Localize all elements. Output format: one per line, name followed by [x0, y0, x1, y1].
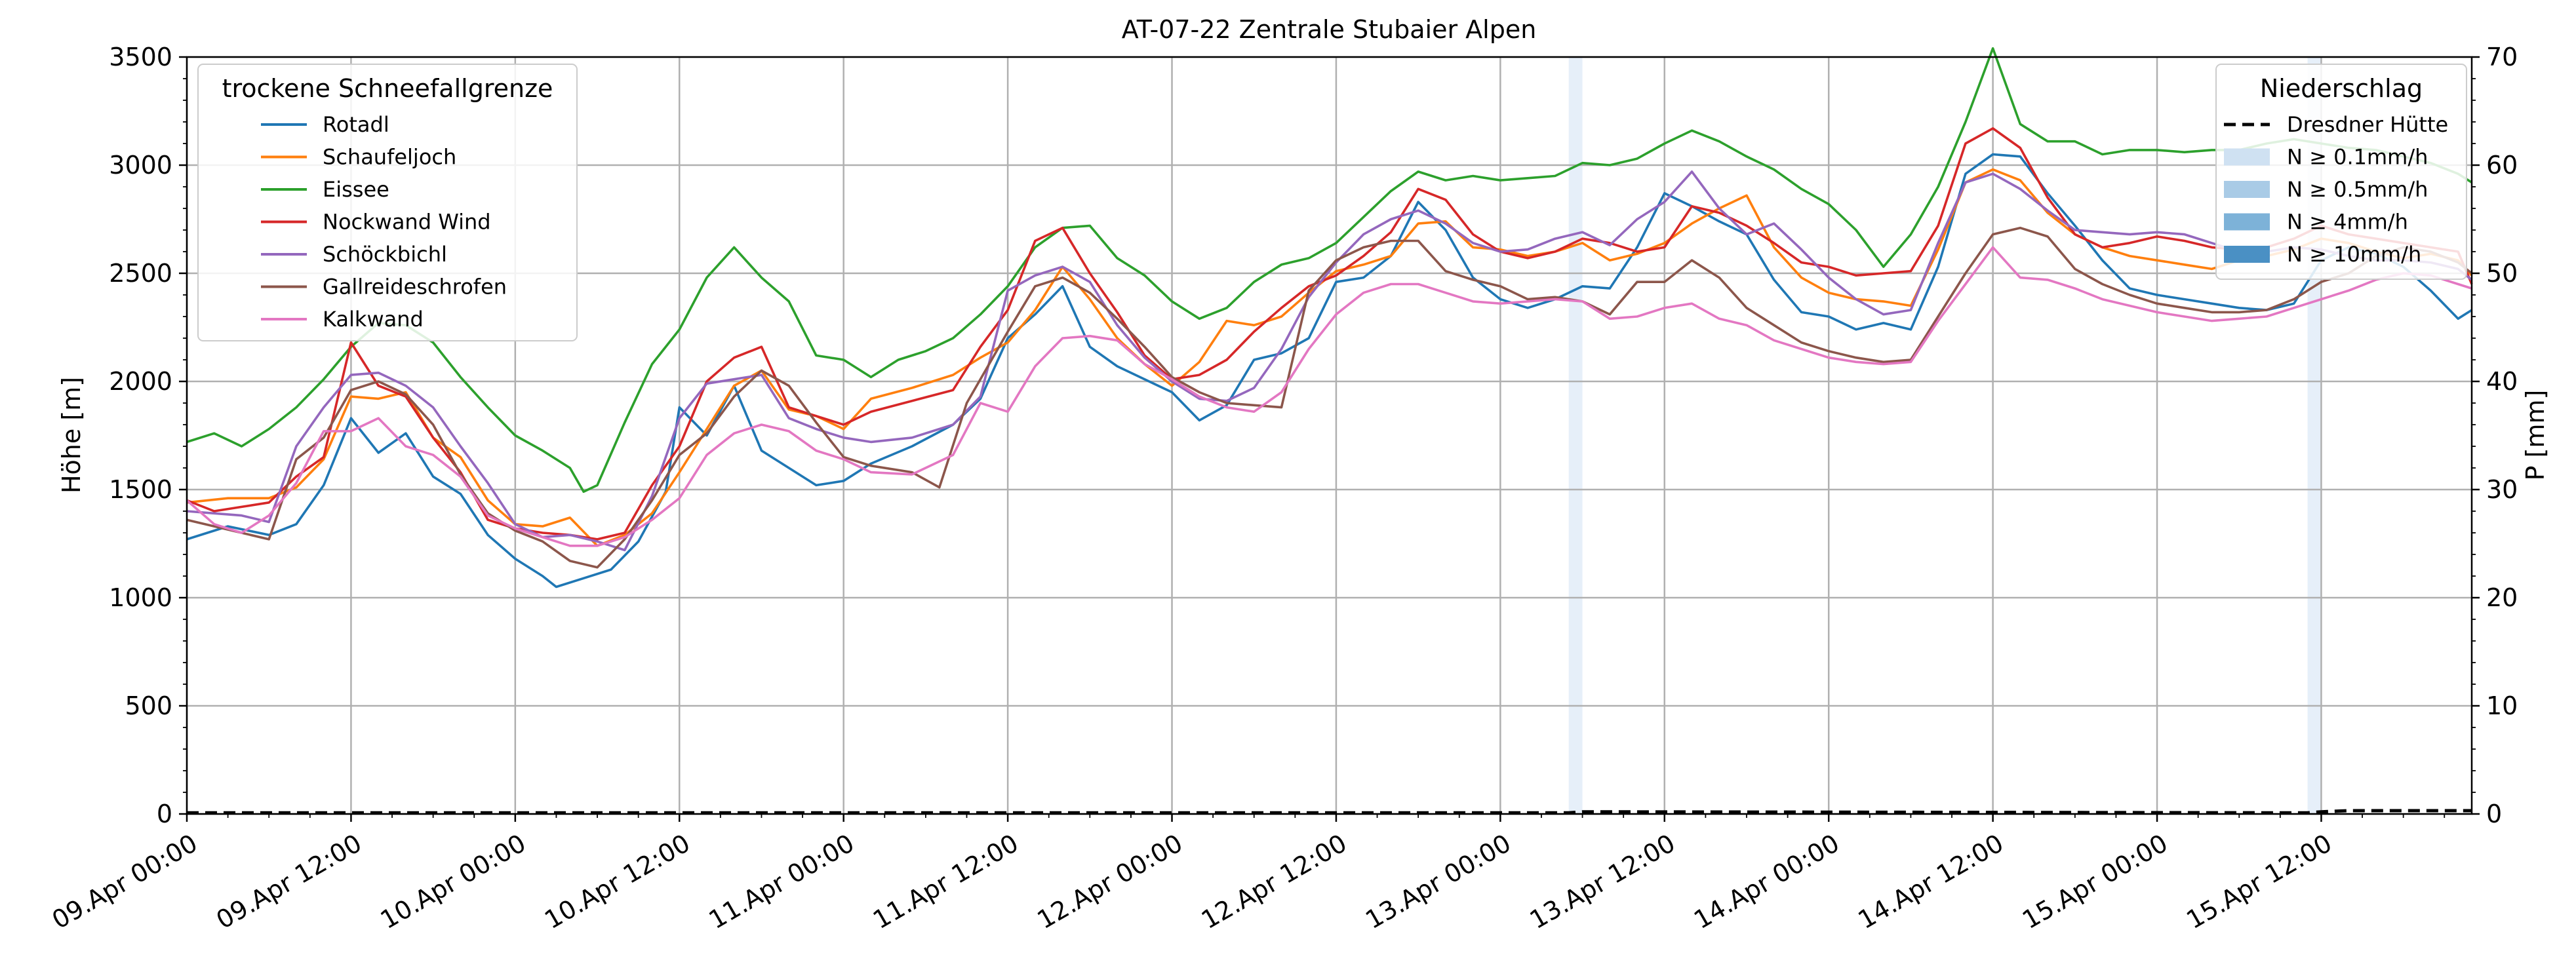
y-tick-label: 2000 — [109, 367, 172, 396]
plot-frame — [186, 56, 2473, 815]
series-lines — [186, 47, 2473, 589]
y-tick-label: 0 — [157, 800, 172, 828]
x-tick-label: 09.Apr 00:00 — [47, 828, 203, 935]
legend-left: trockene Schneefallgrenze Rotadl Schaufel… — [197, 64, 578, 341]
x-tick-label: 15.Apr 12:00 — [2181, 828, 2337, 935]
series-line — [186, 226, 2473, 569]
legend-right-label: N ≥ 10mm/h — [2287, 242, 2421, 267]
legend-right-items: Dresdner Hütte N ≥ 0.1mm/h N ≥ 0.5mm/h N ≥ … — [2224, 112, 2448, 267]
y-tick-label: 3000 — [109, 151, 172, 180]
legend-left-label: Gallreideschrofen — [323, 275, 507, 299]
x-tick-label: 13.Apr 00:00 — [1360, 828, 1516, 935]
x-tick-label: 12.Apr 00:00 — [1032, 828, 1187, 935]
legend-left-label: Rotadl — [323, 112, 389, 137]
legend-left-title: trockene Schneefallgrenze — [222, 74, 553, 103]
y-tick-label: 500 — [125, 691, 172, 720]
legend-right-label: N ≥ 4mm/h — [2287, 210, 2408, 235]
y2-tick-label: 0 — [2486, 800, 2502, 828]
legend-left-label: Schaufeljoch — [323, 145, 456, 170]
legend-right-label: Dresdner Hütte — [2287, 112, 2448, 137]
x-tick-label: 10.Apr 00:00 — [376, 828, 531, 935]
series-line — [186, 47, 2472, 493]
y2-tick-label: 30 — [2486, 475, 2518, 504]
legend-left-label: Schöckbichl — [323, 242, 447, 267]
legend-left-box — [197, 64, 578, 341]
legend-left-items: Rotadl Schaufeljoch Eissee Nockwand Wind Sch… — [261, 112, 507, 332]
y-tick-label: 2500 — [109, 259, 172, 288]
precip-line — [187, 809, 2472, 815]
legend-right-label: N ≥ 0.5mm/h — [2287, 177, 2428, 202]
y2-tick-label: 50 — [2486, 259, 2518, 288]
x-tick-label: 13.Apr 12:00 — [1525, 828, 1680, 935]
chart-title: AT-07-22 Zentrale Stubaier Alpen — [1122, 15, 1537, 44]
y2-tick-label: 60 — [2486, 151, 2518, 180]
legend-right-title: Niederschlag — [2260, 74, 2423, 103]
series-line — [186, 246, 2472, 547]
series-line — [186, 170, 2473, 552]
x-tick-label: 15.Apr 00:00 — [2017, 828, 2173, 935]
precip-line-path — [187, 809, 2472, 815]
legend-right-swatch — [2224, 148, 2270, 166]
x-tick-label: 14.Apr 00:00 — [1689, 828, 1844, 935]
y2-tick-label: 40 — [2486, 367, 2518, 396]
precip-band — [1568, 57, 1583, 814]
x-tick-label: 11.Apr 00:00 — [704, 828, 860, 935]
y2-tick-label: 70 — [2486, 43, 2518, 71]
x-tick-label: 10.Apr 12:00 — [540, 828, 695, 935]
y2-tick-label: 20 — [2486, 583, 2518, 612]
y-axis-label: Höhe [m] — [57, 377, 86, 493]
series-line — [186, 168, 2473, 547]
legend-left-label: Kalkwand — [323, 307, 424, 332]
legend-right-swatch — [2224, 246, 2270, 263]
y-tick-label: 3500 — [109, 43, 172, 71]
legend-right: Niederschlag Dresdner Hütte N ≥ 0.1mm/h N … — [2215, 64, 2467, 280]
legend-right-box — [2215, 64, 2467, 280]
legend-right-swatch — [2224, 181, 2270, 198]
x-tick-label: 12.Apr 12:00 — [1197, 828, 1352, 935]
legend-left-label: Nockwand Wind — [323, 210, 491, 235]
series-line — [186, 153, 2472, 589]
legend-left-label: Eissee — [323, 177, 389, 202]
y-tick-label: 1000 — [109, 583, 172, 612]
y-tick-label: 1500 — [109, 475, 172, 504]
x-tick-label: 11.Apr 12:00 — [868, 828, 1023, 935]
y2-tick-label: 10 — [2486, 691, 2518, 720]
x-tick-label: 09.Apr 12:00 — [211, 828, 367, 935]
legend-right-label: N ≥ 0.1mm/h — [2287, 145, 2428, 170]
x-tick-label: 14.Apr 12:00 — [1853, 828, 2009, 935]
y2-axis-label: P [mm] — [2521, 390, 2550, 481]
legend-right-swatch — [2224, 213, 2270, 231]
